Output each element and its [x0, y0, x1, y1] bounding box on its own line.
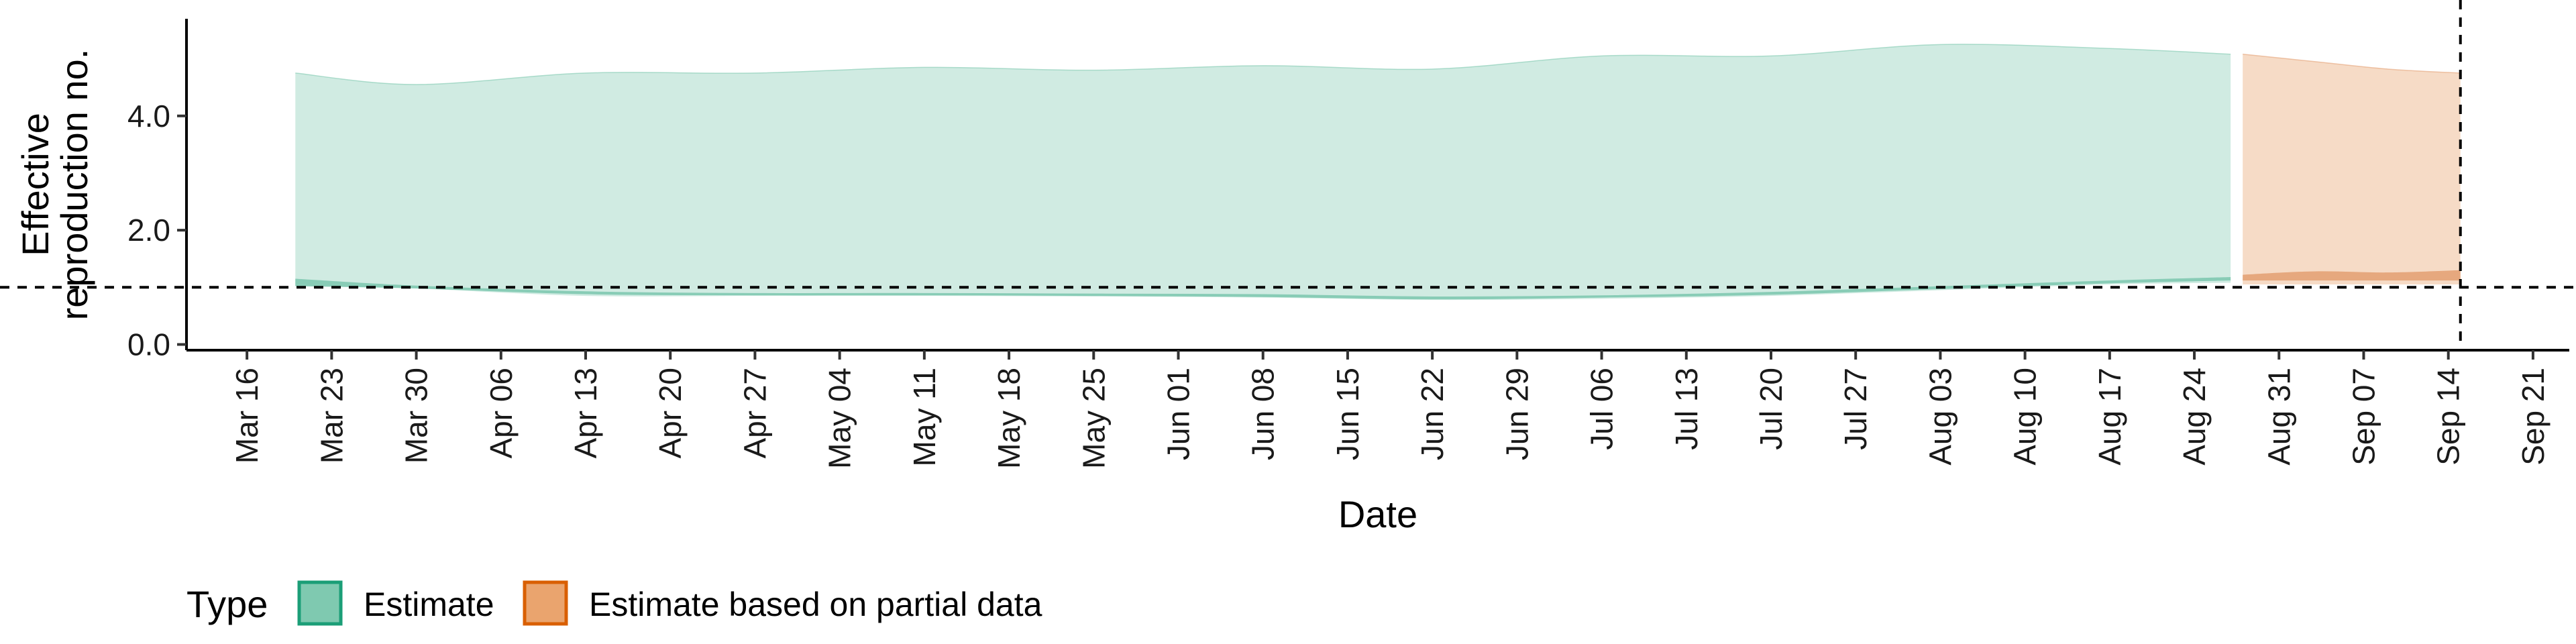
legend-label-partial-estimate: Estimate based on partial data — [589, 586, 1042, 623]
x-tick-label: Aug 24 — [2177, 368, 2212, 466]
partial-estimate-inner-band — [2243, 270, 2461, 281]
x-axis-title: Date — [1338, 493, 1417, 535]
x-tick-label: May 25 — [1076, 368, 1111, 469]
x-tick-label: Apr 27 — [737, 368, 772, 459]
x-tick-label: Mar 16 — [229, 368, 264, 464]
x-tick-label: Sep 07 — [2346, 368, 2381, 466]
y-tick-label: 4.0 — [127, 99, 170, 133]
legend: Type Estimate Estimate based on partial d… — [186, 580, 1042, 626]
y-tick-label: 0.0 — [127, 327, 170, 362]
x-tick-label: Aug 31 — [2261, 368, 2296, 466]
x-tick-label: Jun 08 — [1246, 368, 1281, 460]
legend-key-partial-estimate — [523, 580, 568, 626]
y-axis-title-line: reproduction no. — [53, 49, 95, 321]
x-tick-label: Jul 27 — [1838, 368, 1873, 450]
x-tick-label: May 11 — [907, 368, 942, 466]
x-tick-label: Jun 01 — [1161, 368, 1195, 460]
estimate-inner-band — [295, 276, 2231, 300]
x-tick-label: Apr 20 — [653, 368, 688, 459]
x-tick-label: May 04 — [822, 368, 857, 469]
x-tick-label: Aug 17 — [2092, 368, 2127, 466]
legend-label-estimate: Estimate — [364, 586, 494, 623]
x-tick-label: Sep 21 — [2516, 368, 2551, 466]
partial-estimate-outer-band — [2243, 54, 2461, 285]
x-tick-label: Mar 23 — [314, 368, 349, 464]
axes: Date Effectivereproduction no. 0.0 2.0 4.0… — [14, 19, 2569, 535]
x-tick-label: Jun 29 — [1499, 368, 1534, 460]
x-tick-label: Apr 06 — [484, 368, 519, 459]
y-axis-title-line: Effective — [14, 113, 56, 256]
x-tick-label: Jun 22 — [1415, 368, 1450, 460]
x-tick-label: Jul 06 — [1585, 368, 1619, 450]
x-tick-label: Jul 20 — [1754, 368, 1788, 450]
x-tick-label: Jul 13 — [1669, 368, 1704, 450]
y-axis-title: Effectivereproduction no. — [14, 49, 95, 321]
plot-area — [0, 0, 2576, 350]
x-tick-label: Aug 03 — [1923, 368, 1957, 466]
y-tick-label: 2.0 — [127, 213, 170, 248]
x-tick-label: Apr 13 — [568, 368, 603, 459]
estimate-upper-edge — [295, 44, 2231, 85]
x-tick-label: Aug 10 — [2008, 368, 2043, 466]
estimate-outer-band — [295, 44, 2231, 301]
x-tick-label: Sep 14 — [2431, 368, 2466, 466]
partial-estimate-upper-edge — [2243, 54, 2461, 74]
legend-key-estimate — [297, 580, 343, 626]
x-tick-label: May 18 — [991, 368, 1026, 469]
legend-title: Type — [186, 583, 268, 625]
x-tick-label: Jun 15 — [1330, 368, 1365, 460]
x-tick-label: Mar 30 — [399, 368, 434, 464]
